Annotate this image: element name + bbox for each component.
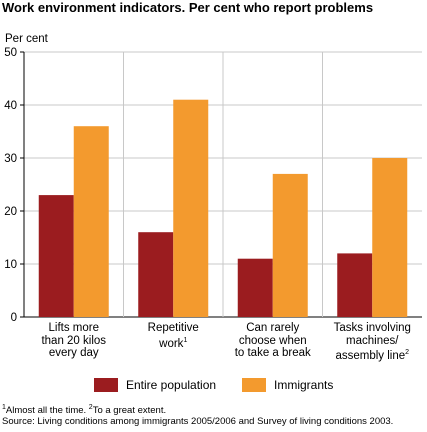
x-category-label-line: to take a break	[234, 347, 311, 359]
y-tick-label: 20	[4, 206, 17, 218]
legend-item-immigrants: Immigrants	[242, 377, 333, 393]
legend-swatch-immigrants	[242, 378, 266, 392]
x-category-label: Lifts more than 20 kilos every day	[24, 322, 124, 360]
x-category-label-line: Lifts more	[48, 322, 100, 334]
y-tick-label: 40	[4, 100, 17, 112]
x-category-label-line: than 20 kilos	[41, 334, 107, 347]
y-tick-label: 30	[4, 153, 17, 165]
y-tick-label: 50	[4, 47, 17, 59]
x-category-label-line: Tasks involving	[333, 322, 411, 334]
bar	[73, 126, 109, 317]
bar	[372, 158, 408, 317]
footnote-2-marker: 2	[88, 404, 93, 411]
x-category-label-line: machines/	[346, 334, 399, 347]
x-category-label: Can rarely choose when to take a break	[223, 322, 323, 360]
chart-title: Work environment indicators. Per cent wh…	[2, 0, 374, 15]
footnote-1-marker: 1	[2, 404, 6, 411]
legend-item-entire-population: Entire population	[94, 377, 216, 393]
legend-label-entire-population: Entire population	[126, 378, 217, 392]
x-category-label: Tasks involving machines/assembly line2	[322, 322, 422, 362]
x-category-label-line: choose when	[238, 334, 307, 347]
x-category-label: Repetitive work1	[123, 322, 223, 350]
footnote-1-text: Almost all the time.	[5, 405, 87, 417]
x-category-label-line: every day	[48, 347, 99, 359]
y-tick-label: 10	[4, 259, 17, 271]
bar	[38, 195, 74, 317]
legend-label-immigrants: Immigrants	[274, 378, 334, 392]
bar	[337, 253, 373, 317]
x-category-label-line: work1	[159, 336, 188, 350]
x-category-label-line: Can rarely	[246, 322, 300, 334]
x-category-label-line: Repetitive	[147, 322, 199, 334]
footnote-marker: 1	[183, 336, 188, 344]
bar	[173, 99, 209, 317]
footnote-marker: 2	[405, 349, 410, 356]
footnote-source: Source: Living conditions among immigran…	[2, 416, 394, 427]
footnote-notes: 1Almost all the time. 2To a great extent…	[2, 404, 166, 416]
bar	[138, 232, 174, 317]
y-axis-label: Per cent	[5, 33, 49, 45]
y-tick-label: 0	[11, 312, 17, 324]
legend-swatch-entire-population	[94, 378, 118, 392]
x-category-label-line: assembly line2	[335, 349, 410, 362]
bar	[272, 173, 308, 317]
bar	[237, 258, 273, 317]
footnote-2-text: To a great extent.	[92, 405, 167, 417]
